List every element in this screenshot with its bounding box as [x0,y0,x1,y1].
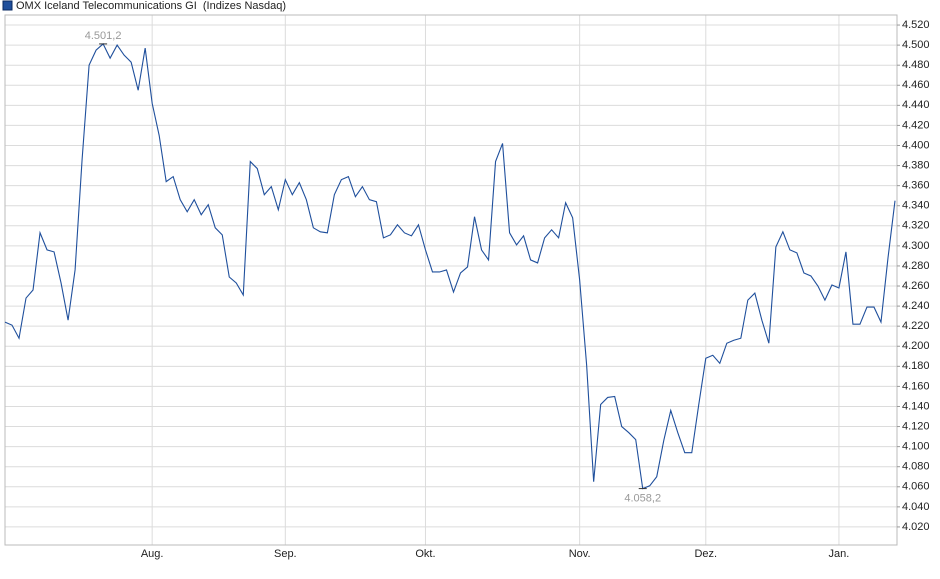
x-tick-label: Aug. [141,548,164,560]
y-tick-label: 4.060 [902,481,930,493]
y-tick-label: 4.040 [902,501,930,513]
y-tick-label: 4.360 [902,180,930,192]
x-tick-label: Dez. [694,548,717,560]
y-tick-label: 4.440 [902,99,930,111]
data-label: 4.501,2 [85,30,122,42]
legend-swatch [2,0,13,11]
y-tick-label: 4.100 [902,441,930,453]
y-tick-label: 4.020 [902,521,930,533]
line [4,43,896,490]
x-tick-label: Nov. [569,548,591,560]
y-tick-label: 4.320 [902,220,930,232]
data-label: 4.058,2 [624,492,661,504]
y-tick-label: 4.480 [902,59,930,71]
y-tick-label: 4.140 [902,400,930,412]
y-tick-label: 4.080 [902,461,930,473]
y-tick-label: 4.460 [902,79,930,91]
x-tick-label: Okt. [415,548,435,560]
y-tick-label: 4.280 [902,260,930,272]
y-tick-label: 4.520 [902,19,930,31]
y-tick-label: 4.160 [902,380,930,392]
y-tick-label: 4.420 [902,119,930,131]
grid [5,15,897,545]
y-tick-label: 4.500 [902,39,930,51]
y-tick-label: 4.200 [902,340,930,352]
y-tick-label: 4.300 [902,240,930,252]
x-tick-label: Sep. [274,548,297,560]
y-tick-label: 4.340 [902,200,930,212]
y-tick-label: 4.120 [902,420,930,432]
legend-label: OMX Iceland Telecommunications GI (Indiz… [16,0,286,12]
y-tick-label: 4.400 [902,139,930,151]
y-tick-label: 4.240 [902,300,930,312]
y-tick-label: 4.380 [902,159,930,171]
x-tick-label: Jan. [829,548,850,560]
plot-frame [4,14,898,546]
y-tick-label: 4.220 [902,320,930,332]
y-tick-label: 4.260 [902,280,930,292]
y-tick-label: 4.180 [902,360,930,372]
